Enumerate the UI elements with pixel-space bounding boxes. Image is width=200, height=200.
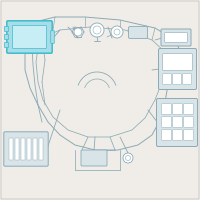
FancyBboxPatch shape <box>163 74 171 84</box>
Bar <box>39 138 43 160</box>
FancyBboxPatch shape <box>158 48 196 90</box>
FancyBboxPatch shape <box>13 26 46 48</box>
FancyBboxPatch shape <box>184 130 193 140</box>
Bar <box>15 138 19 160</box>
Bar <box>4 42 8 47</box>
FancyBboxPatch shape <box>7 21 52 53</box>
Bar <box>4 34 8 39</box>
Bar <box>33 138 37 160</box>
FancyBboxPatch shape <box>51 31 54 43</box>
FancyBboxPatch shape <box>4 132 48 166</box>
FancyBboxPatch shape <box>184 104 193 114</box>
FancyBboxPatch shape <box>173 74 181 84</box>
Bar <box>9 138 13 160</box>
FancyBboxPatch shape <box>183 74 191 84</box>
FancyBboxPatch shape <box>156 98 198 146</box>
Bar <box>4 26 8 31</box>
Circle shape <box>74 28 82 36</box>
FancyBboxPatch shape <box>163 54 192 70</box>
FancyBboxPatch shape <box>81 150 107 166</box>
FancyBboxPatch shape <box>173 104 182 114</box>
Circle shape <box>123 153 133 163</box>
FancyBboxPatch shape <box>162 117 171 127</box>
FancyBboxPatch shape <box>165 33 187 42</box>
FancyBboxPatch shape <box>162 104 171 114</box>
FancyBboxPatch shape <box>173 117 182 127</box>
Circle shape <box>90 23 104 37</box>
FancyBboxPatch shape <box>184 117 193 127</box>
FancyBboxPatch shape <box>161 29 191 46</box>
FancyBboxPatch shape <box>162 130 171 140</box>
Bar <box>21 138 25 160</box>
FancyBboxPatch shape <box>173 130 182 140</box>
Circle shape <box>111 26 123 38</box>
FancyBboxPatch shape <box>128 26 148 38</box>
Bar <box>27 138 31 160</box>
